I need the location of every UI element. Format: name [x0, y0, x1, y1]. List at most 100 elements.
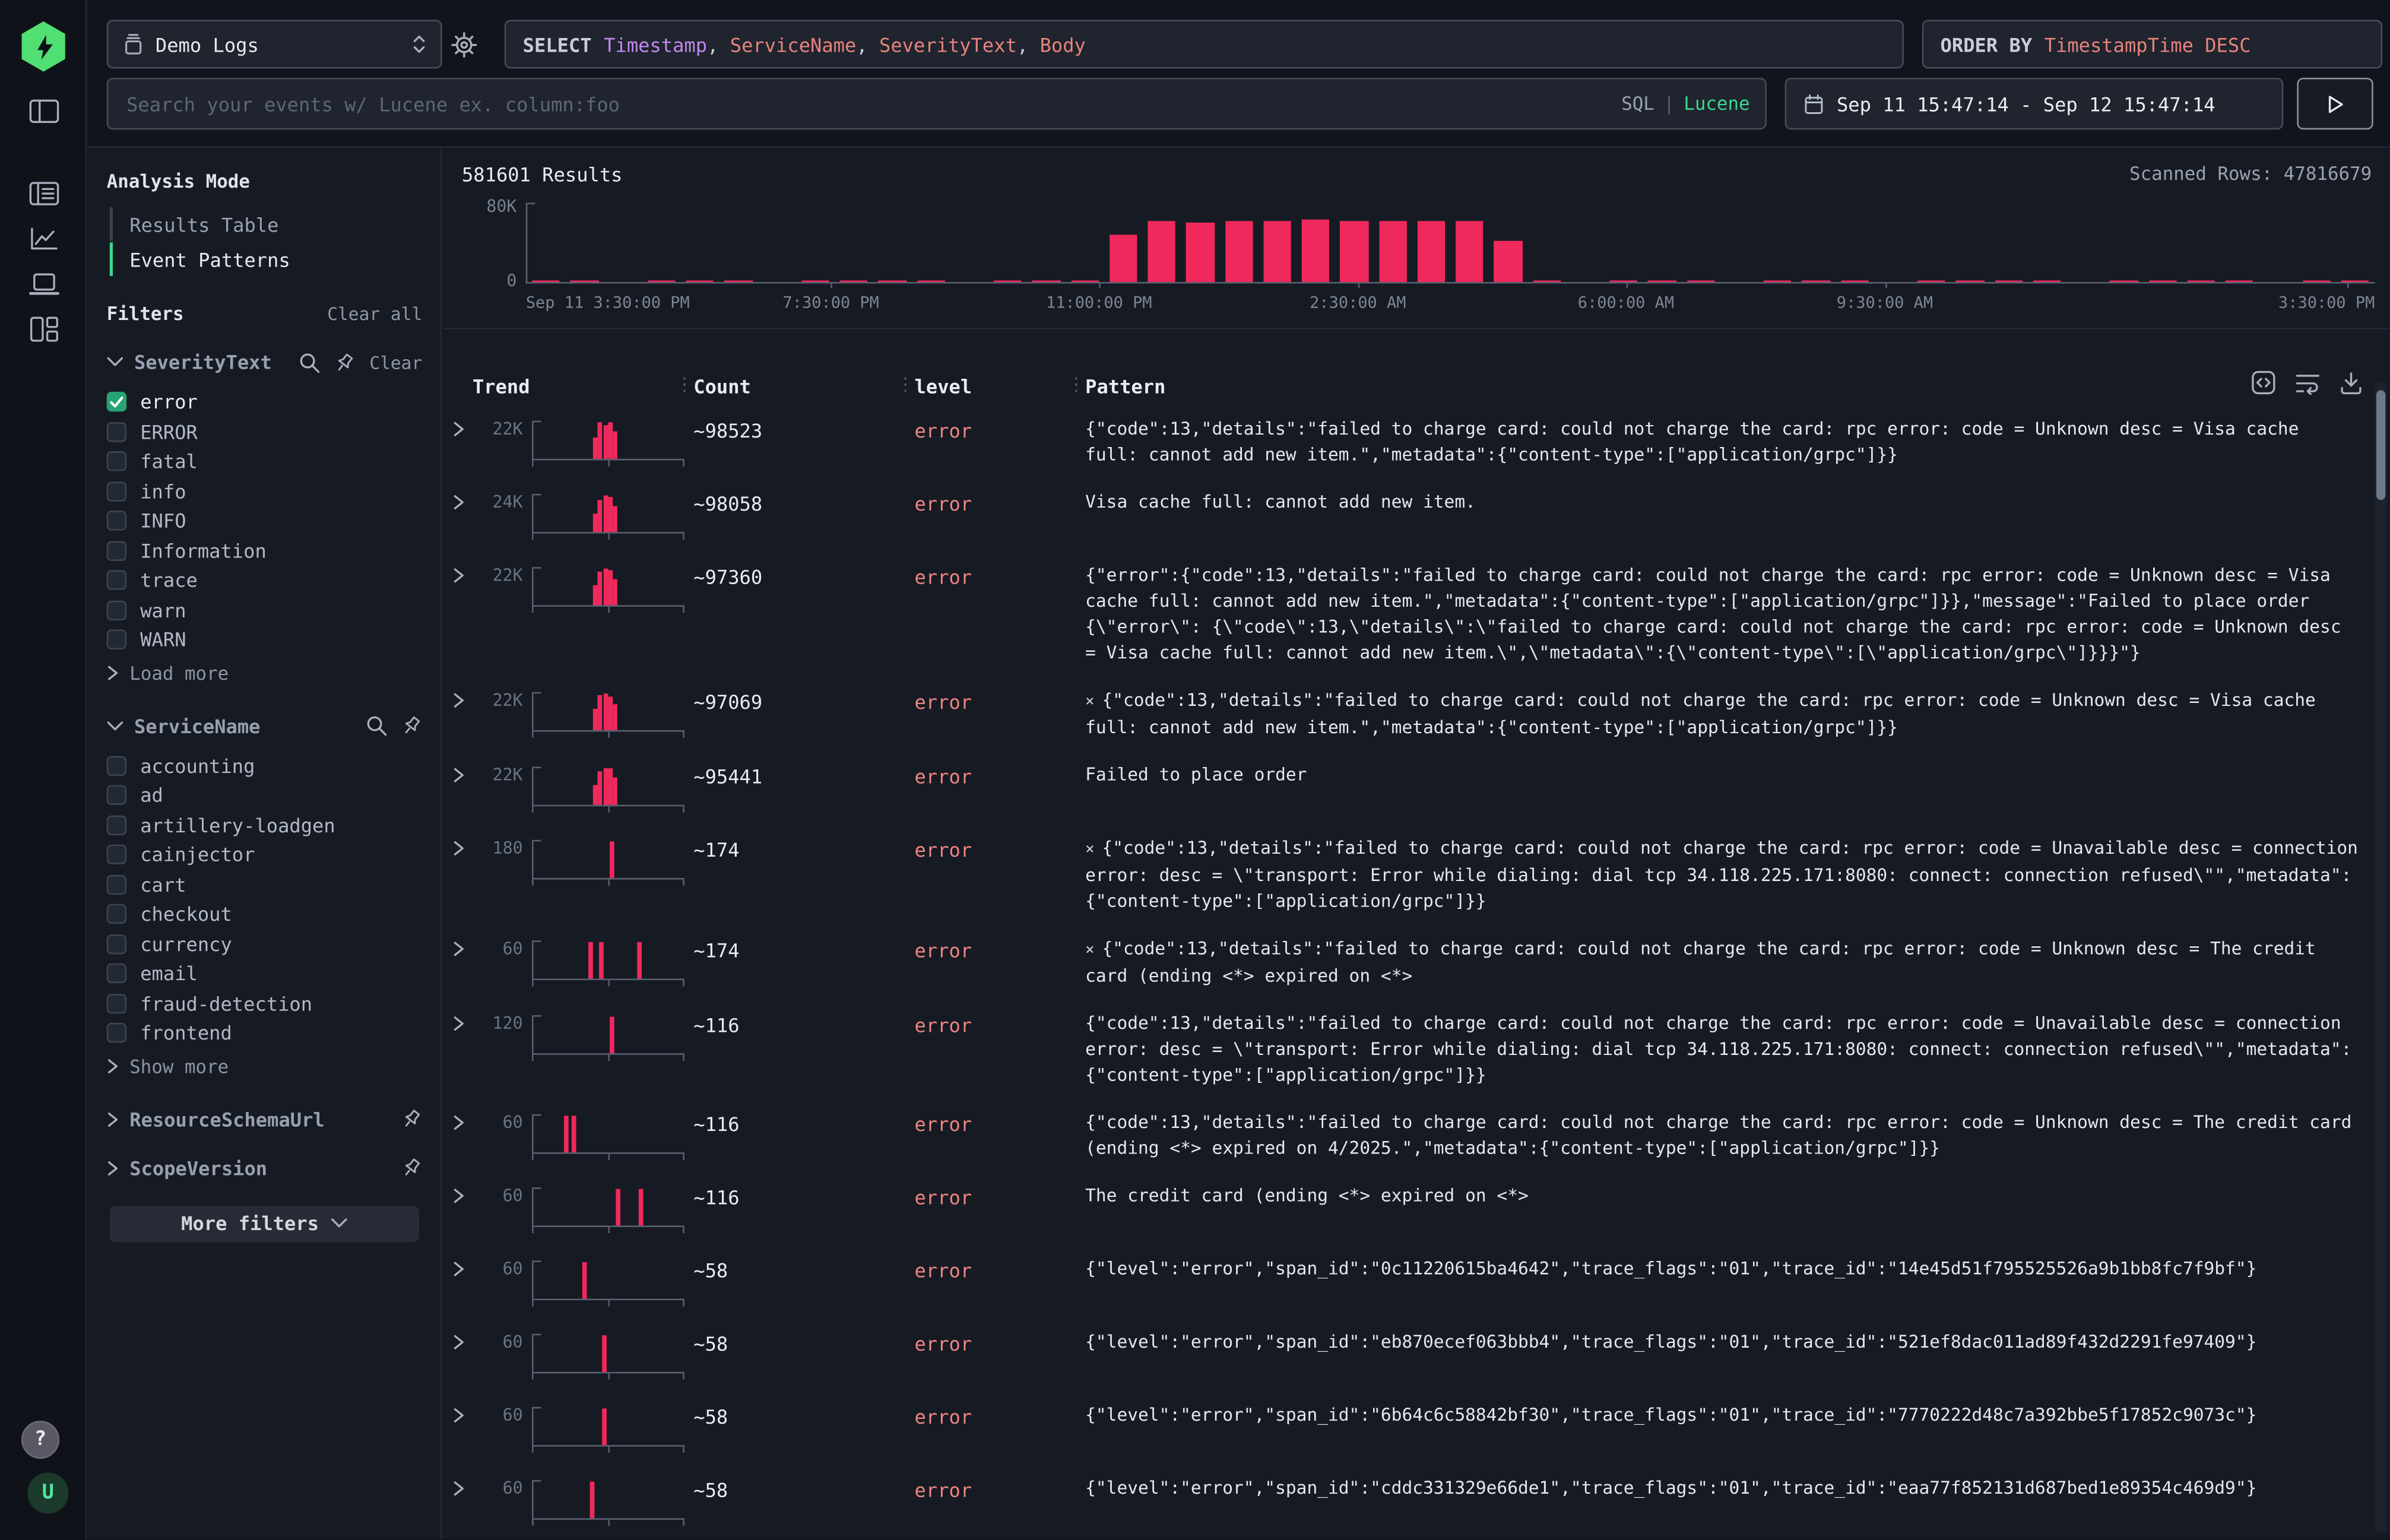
checkbox[interactable] [107, 1024, 126, 1043]
filter-option-trace[interactable]: trace [107, 566, 422, 595]
chevron-right-icon[interactable] [107, 1159, 119, 1176]
row-expand-chevron[interactable] [453, 416, 480, 438]
exclude-marker[interactable]: × [1085, 942, 1094, 959]
filter-clear-button[interactable]: Clear [369, 351, 422, 373]
checkbox[interactable] [107, 511, 126, 531]
filter-group-header-servicename[interactable]: ServiceName [107, 714, 422, 737]
filter-group-header-severitytext[interactable]: SeverityTextClear [107, 351, 422, 374]
table-row[interactable]: 60~116error{"code":13,"details":"failed … [443, 1101, 2390, 1174]
table-row[interactable]: 22K~98523error{"code":13,"details":"fail… [443, 407, 2390, 480]
chevron-right-icon[interactable] [453, 692, 465, 709]
column-drag-handle[interactable]: ⋮ [1067, 373, 1085, 394]
row-expand-chevron[interactable] [453, 1183, 480, 1204]
filter-option-cainjector[interactable]: cainjector [107, 840, 422, 870]
row-expand-chevron[interactable] [453, 562, 480, 584]
gear-icon[interactable] [451, 32, 477, 58]
filter-load-more-button[interactable]: Load more [107, 658, 422, 688]
chevron-right-icon[interactable] [453, 494, 465, 511]
chevron-right-icon[interactable] [107, 1058, 119, 1075]
filter-option-currency[interactable]: currency [107, 929, 422, 959]
wrap-text-icon[interactable] [2296, 371, 2320, 394]
table-row[interactable]: 22K~97069error×{"code":13,"details":"fai… [443, 679, 2390, 753]
checkbox[interactable] [107, 785, 126, 805]
time-range-picker[interactable]: Sep 11 15:47:14 - Sep 12 15:47:14 [1785, 78, 2284, 129]
filter-option-fraud-detection[interactable]: fraud-detection [107, 988, 422, 1018]
chevron-right-icon[interactable] [453, 1480, 465, 1497]
scrollbar[interactable] [2375, 381, 2387, 1533]
table-row[interactable]: 60~58error{"level":"error","span_id":"cd… [443, 1466, 2390, 1539]
checkbox[interactable] [107, 630, 126, 649]
filter-option-error[interactable]: ERROR [107, 417, 422, 446]
checkbox[interactable] [107, 541, 126, 560]
chart-icon[interactable] [29, 226, 59, 253]
row-expand-chevron[interactable] [453, 936, 480, 958]
chevron-right-icon[interactable] [107, 1110, 119, 1127]
table-row[interactable]: 60~116errorThe credit card (ending <*> e… [443, 1174, 2390, 1247]
code-icon[interactable] [2251, 370, 2275, 395]
avatar[interactable]: U [27, 1472, 68, 1513]
filter-option-fatal[interactable]: fatal [107, 446, 422, 476]
checkbox[interactable] [107, 481, 126, 501]
table-row[interactable]: 60~174error×{"code":13,"details":"failed… [443, 927, 2390, 1002]
filter-option-email[interactable]: email [107, 959, 422, 988]
chevron-right-icon[interactable] [453, 940, 465, 957]
mode-sql[interactable]: SQL [1621, 93, 1654, 115]
column-header-count[interactable]: ⋮Count [693, 374, 914, 397]
filter-option-artillery-loadgen[interactable]: artillery-loadgen [107, 810, 422, 840]
chevron-right-icon[interactable] [453, 1015, 465, 1032]
chevron-right-icon[interactable] [453, 421, 465, 438]
filter-option-frontend[interactable]: frontend [107, 1018, 422, 1048]
checkbox[interactable] [107, 756, 126, 775]
checkbox[interactable] [107, 904, 126, 924]
filter-group-header-resourceschemaurl[interactable]: ResourceSchemaUrl [107, 1107, 422, 1130]
table-row[interactable]: 60~58error{"level":"error","span_id":"0c… [443, 1247, 2390, 1320]
checkbox[interactable] [107, 993, 126, 1013]
filter-show-more-button[interactable]: Show more [107, 1051, 422, 1081]
search-icon[interactable] [299, 351, 321, 373]
checkbox[interactable] [107, 845, 126, 864]
filter-option-error[interactable]: error [107, 387, 422, 417]
row-expand-chevron[interactable] [453, 1475, 480, 1497]
checkbox[interactable] [107, 422, 126, 442]
search-icon[interactable] [366, 715, 387, 736]
chevron-right-icon[interactable] [453, 767, 465, 784]
analysis-mode-item-results-table[interactable]: Results Table [110, 207, 422, 240]
column-header-trend[interactable]: Trend [453, 374, 694, 397]
filter-option-cart[interactable]: cart [107, 870, 422, 899]
sidebar-toggle-icon[interactable] [29, 97, 59, 125]
filter-option-information[interactable]: Information [107, 536, 422, 566]
column-drag-handle[interactable]: ⋮ [896, 373, 915, 394]
pin-icon[interactable] [401, 1108, 422, 1130]
table-row[interactable]: 22K~95441errorFailed to place order [443, 753, 2390, 826]
table-row[interactable]: 60~58error{"level":"error","span_id":"6b… [443, 1393, 2390, 1466]
download-icon[interactable] [2340, 371, 2363, 394]
results-histogram[interactable]: 80K 0 Sep 11 3:30:00 PM7:30:00 PM11:00:0… [443, 199, 2390, 315]
checkbox[interactable] [107, 815, 126, 835]
chevron-right-icon[interactable] [453, 567, 465, 584]
order-by-input[interactable]: ORDER BY TimestampTime DESC [1922, 20, 2382, 68]
checkbox[interactable] [107, 452, 126, 471]
filter-option-checkout[interactable]: checkout [107, 899, 422, 929]
scrollbar-thumb[interactable] [2376, 390, 2385, 500]
help-button[interactable]: ? [21, 1421, 59, 1459]
exclude-marker[interactable]: × [1085, 841, 1094, 858]
checkbox[interactable] [107, 874, 126, 894]
table-row[interactable]: 60~58error{"level":"error","span_id":"eb… [443, 1320, 2390, 1393]
table-row[interactable]: 24K~98058errorVisa cache full: cannot ad… [443, 480, 2390, 553]
row-expand-chevron[interactable] [453, 762, 480, 784]
checkbox[interactable] [107, 964, 126, 983]
chevron-right-icon[interactable] [453, 1334, 465, 1351]
filter-option-ad[interactable]: ad [107, 781, 422, 810]
filter-option-info[interactable]: INFO [107, 506, 422, 535]
pin-icon[interactable] [401, 715, 422, 736]
table-row[interactable]: 22K~97360error{"error":{"code":13,"detai… [443, 553, 2390, 679]
column-header-level[interactable]: ⋮level [915, 374, 1086, 397]
select-query-input[interactable]: SELECT Timestamp, ServiceName, SeverityT… [505, 20, 1904, 68]
checkbox[interactable] [107, 600, 126, 620]
clear-all-button[interactable]: Clear all [327, 303, 422, 325]
logs-icon[interactable] [29, 180, 59, 207]
filter-option-info[interactable]: info [107, 476, 422, 506]
row-expand-chevron[interactable] [453, 489, 480, 511]
chevron-right-icon[interactable] [453, 1260, 465, 1277]
filter-option-warn[interactable]: WARN [107, 625, 422, 655]
